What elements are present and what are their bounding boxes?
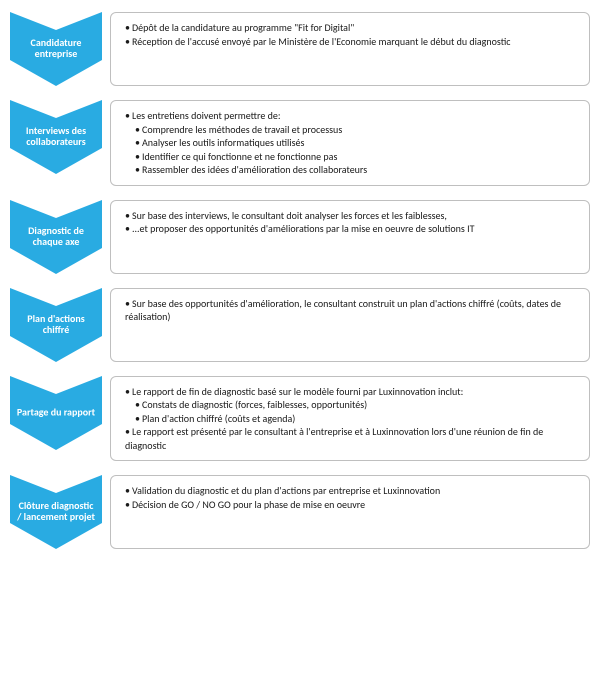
step-content-box: Le rapport de fin de diagnostic basé sur… [110, 376, 590, 462]
svg-text:/ lancement projet: / lancement projet [16, 510, 95, 523]
bullet-item: Dépôt de la candidature au programme "Fi… [125, 21, 579, 35]
svg-text:entreprise: entreprise [35, 47, 78, 60]
process-flow-diagram: Candidatureentreprise Dépôt de la candida… [10, 12, 590, 549]
bullet-item: Décision de GO / NO GO pour la phase de … [125, 498, 579, 512]
bullet-item: Validation du diagnostic et du plan d'ac… [125, 484, 579, 498]
bullet-item: Plan d'action chiffré (coûts et agenda) [125, 412, 579, 426]
svg-text:Partage du rapport: Partage du rapport [17, 405, 96, 418]
step-arrow: Diagnostic dechaque axe [10, 200, 102, 274]
svg-text:chiffré: chiffré [43, 322, 70, 335]
svg-text:collaborateurs: collaborateurs [26, 135, 85, 148]
chevron-down-icon: Clôture diagnostic/ lancement projet [10, 475, 102, 549]
bullet-item: ...et proposer des opportunités d'amélio… [125, 222, 579, 236]
chevron-down-icon: Partage du rapport [10, 376, 102, 450]
chevron-down-icon: Diagnostic dechaque axe [10, 200, 102, 274]
bullet-item: Les entretiens doivent permettre de: [125, 109, 579, 123]
bullet-item: Constats de diagnostic (forces, faibless… [125, 398, 579, 412]
chevron-down-icon: Candidatureentreprise [10, 12, 102, 86]
step-content-box: Sur base des opportunités d'amélioration… [110, 288, 590, 362]
process-step: Interviews descollaborateursLes entretie… [10, 100, 590, 186]
chevron-down-icon: Interviews descollaborateurs [10, 100, 102, 174]
chevron-down-icon: Plan d'actionschiffré [10, 288, 102, 362]
step-arrow: Partage du rapport [10, 376, 102, 462]
bullet-item: Identifier ce qui fonctionne et ne fonct… [125, 150, 579, 164]
step-content-box: Sur base des interviews, le consultant d… [110, 200, 590, 274]
process-step: Partage du rapport Le rapport de fin de d… [10, 376, 590, 462]
process-step: Plan d'actionschiffré Sur base des opport… [10, 288, 590, 362]
bullet-item: Comprendre les méthodes de travail et pr… [125, 123, 579, 137]
bullet-item: Le rapport de fin de diagnostic basé sur… [125, 385, 579, 399]
process-step: Candidatureentreprise Dépôt de la candida… [10, 12, 590, 86]
step-arrow: Candidatureentreprise [10, 12, 102, 86]
process-step: Diagnostic dechaque axe Sur base des inte… [10, 200, 590, 274]
step-content-box: Dépôt de la candidature au programme "Fi… [110, 12, 590, 86]
step-arrow: Clôture diagnostic/ lancement projet [10, 475, 102, 549]
step-arrow: Interviews descollaborateurs [10, 100, 102, 186]
bullet-item: Analyser les outils informatiques utilis… [125, 136, 579, 150]
step-arrow: Plan d'actionschiffré [10, 288, 102, 362]
bullet-item: Rassembler des idées d'amélioration des … [125, 163, 579, 177]
step-content-box: Validation du diagnostic et du plan d'ac… [110, 475, 590, 549]
bullet-item: Le rapport est présenté par le consultan… [125, 425, 579, 452]
svg-text:chaque axe: chaque axe [33, 234, 80, 247]
step-content-box: Les entretiens doivent permettre de:Comp… [110, 100, 590, 186]
process-step: Clôture diagnostic/ lancement projet Vali… [10, 475, 590, 549]
bullet-item: Sur base des opportunités d'amélioration… [125, 297, 579, 324]
bullet-item: Sur base des interviews, le consultant d… [125, 209, 579, 223]
bullet-item: Réception de l'accusé envoyé par le Mini… [125, 35, 579, 49]
